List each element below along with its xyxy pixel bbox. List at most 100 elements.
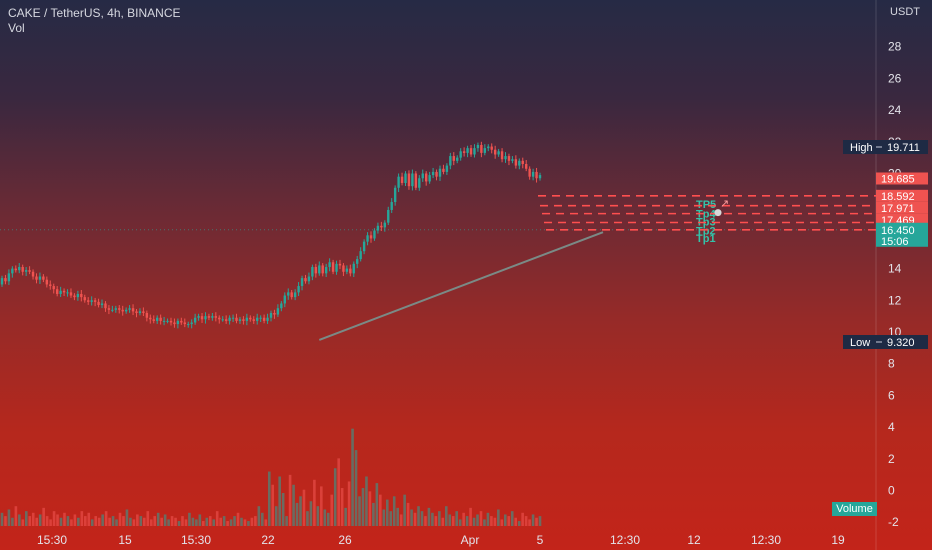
- volume-bar: [108, 517, 111, 526]
- volume-bar: [399, 514, 403, 526]
- volume-bar: [59, 517, 63, 526]
- volume-bar: [149, 519, 153, 526]
- target-label: Tp2: [696, 226, 716, 238]
- candle: [456, 157, 459, 161]
- coin-icon: [714, 209, 722, 217]
- volume-bar: [229, 519, 233, 526]
- candle: [273, 312, 276, 315]
- candle: [114, 308, 118, 310]
- candle: [238, 319, 242, 321]
- high-marker-label: High: [850, 142, 873, 154]
- volume-bar: [184, 519, 188, 526]
- x-tick-label: 12:30: [610, 533, 640, 547]
- x-tick-label: 15: [118, 533, 132, 547]
- candle: [111, 309, 114, 311]
- candle: [142, 311, 145, 313]
- candle: [24, 270, 28, 272]
- candle: [145, 312, 149, 318]
- candle: [107, 308, 111, 310]
- volume-bar: [410, 509, 413, 526]
- volume-bar: [77, 517, 80, 526]
- volume-bar: [417, 506, 420, 526]
- candle: [507, 156, 511, 161]
- volume-bar: [56, 514, 59, 526]
- volume-bar: [382, 509, 386, 526]
- volume-bar: [202, 521, 205, 526]
- candle: [397, 176, 400, 188]
- candle: [521, 160, 524, 164]
- candle: [45, 279, 49, 285]
- volume-bar: [111, 516, 115, 526]
- volume-bar: [247, 521, 250, 526]
- price-tag-text: 19.685: [881, 173, 915, 185]
- volume-bar: [21, 519, 25, 526]
- candle: [59, 290, 62, 294]
- x-tick-label: 22: [261, 533, 275, 547]
- candle: [249, 317, 252, 320]
- candle: [169, 320, 173, 323]
- x-tick-label: 15:30: [37, 533, 67, 547]
- candle: [200, 316, 204, 320]
- volume-bar: [538, 516, 542, 526]
- volume-bar: [38, 514, 42, 526]
- volume-bar: [11, 517, 14, 526]
- candle: [90, 300, 93, 302]
- volume-bar: [493, 517, 497, 526]
- volume-bar: [455, 511, 458, 526]
- candle: [93, 300, 97, 302]
- volume-bar: [313, 479, 316, 526]
- candle: [459, 151, 462, 158]
- volume-bar: [458, 519, 462, 526]
- candle: [80, 293, 83, 298]
- volume-badge[interactable]: Volume: [832, 502, 877, 516]
- candle: [38, 276, 42, 280]
- candle: [259, 317, 262, 319]
- candle: [407, 173, 411, 187]
- candle: [514, 159, 518, 166]
- candle: [449, 156, 452, 166]
- candle: [224, 319, 228, 321]
- candle: [18, 267, 21, 271]
- volume-bar: [80, 511, 84, 526]
- volume-bar: [153, 516, 157, 526]
- volume-bar: [462, 512, 465, 526]
- candle: [324, 267, 328, 274]
- volume-bar: [122, 516, 125, 526]
- volume-bar: [167, 519, 170, 526]
- volume-bar: [261, 512, 264, 526]
- current-price-tag: [876, 222, 928, 247]
- volume-bar: [160, 517, 163, 526]
- volume-bar: [299, 496, 302, 526]
- volume-bar: [479, 511, 483, 526]
- target-label: Tp4: [696, 209, 716, 221]
- candle: [356, 259, 359, 264]
- candle: [159, 317, 162, 321]
- candle: [280, 303, 283, 309]
- volume-bar: [163, 514, 167, 526]
- candle: [342, 265, 345, 272]
- candle: [421, 173, 424, 179]
- trend-line[interactable]: [318, 231, 604, 341]
- volume-bar: [278, 476, 281, 526]
- candle: [497, 151, 500, 155]
- candle: [131, 308, 135, 312]
- volume-bar: [368, 491, 372, 526]
- volume-bar: [347, 481, 351, 526]
- volume-bar: [132, 519, 136, 526]
- candle: [328, 262, 331, 268]
- candle: [331, 262, 335, 272]
- price-tag-text: 18.592: [881, 191, 915, 203]
- volume-bar: [295, 502, 299, 526]
- candle: [525, 163, 528, 169]
- candle: [300, 278, 304, 287]
- candle: [504, 156, 507, 160]
- candle: [493, 149, 497, 155]
- volume-bar: [226, 521, 229, 526]
- candle: [252, 319, 255, 321]
- volume-bar: [90, 519, 94, 526]
- candle: [135, 311, 138, 313]
- candle: [376, 225, 380, 231]
- volume-bar: [195, 519, 198, 526]
- volume-bar: [392, 496, 396, 526]
